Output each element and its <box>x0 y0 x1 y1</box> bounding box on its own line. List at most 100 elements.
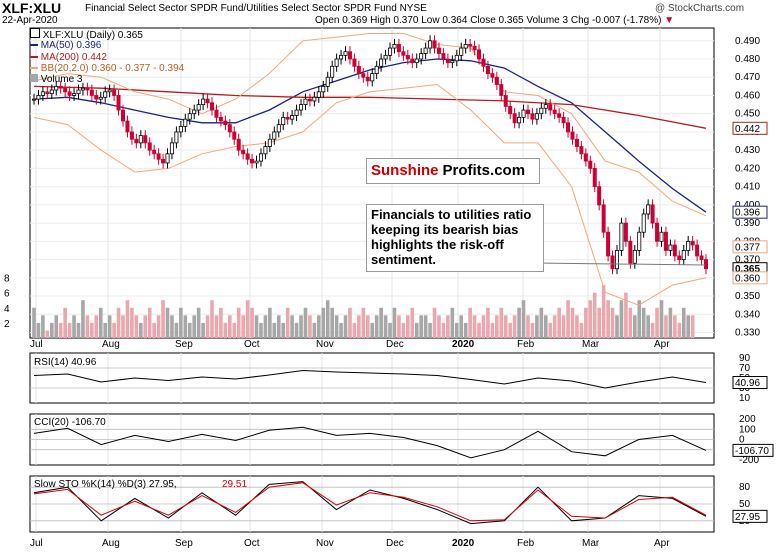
candle-body <box>241 149 246 155</box>
candle-body <box>294 109 299 116</box>
volume-bar <box>281 322 286 338</box>
stoch-line-k <box>33 481 707 525</box>
volume-bar <box>597 307 601 338</box>
volume-y-tick: 2 <box>4 319 10 330</box>
candle-body <box>321 85 326 93</box>
candle-body <box>98 96 103 100</box>
volume-label: Volume <box>526 15 560 26</box>
volume-bar <box>410 307 415 338</box>
x-tick-label: Feb <box>517 339 535 350</box>
volume-bar <box>477 322 481 338</box>
cci-title: CCI(20) -106.70 <box>34 417 106 428</box>
volume-bar <box>681 307 686 338</box>
volume-bar <box>503 315 508 338</box>
candle-body <box>588 160 593 169</box>
volume-bar <box>259 322 263 338</box>
candle-body <box>459 47 464 56</box>
price-y-tick: 0.330 <box>735 328 760 339</box>
volume-bar <box>454 322 459 338</box>
volume-bar <box>348 307 352 338</box>
candle-body <box>650 204 655 224</box>
cci-value-box <box>732 443 774 457</box>
candle-body <box>245 153 250 160</box>
stoch-d-label: 29.51 <box>222 479 247 490</box>
candle-body <box>103 91 108 98</box>
price-y-tick: 0.480 <box>735 54 760 65</box>
price-value-label: 0.365 <box>735 264 760 275</box>
volume-bar <box>535 315 539 338</box>
stoch-line-d <box>33 482 707 522</box>
volume-bar <box>490 322 495 338</box>
volume-bar <box>361 307 366 338</box>
candle-body <box>63 87 68 93</box>
volume-bar <box>205 315 210 338</box>
volume-bar <box>570 307 575 338</box>
volume-bar <box>116 307 121 338</box>
chart-description: Financial Select Sector SPDR Fund/Utilit… <box>85 3 427 14</box>
volume-bar <box>530 322 535 338</box>
candle-body <box>410 58 415 64</box>
chart-date: 22-Apr-2020 <box>2 15 58 26</box>
volume-bar <box>325 300 330 338</box>
candle-body <box>165 153 170 164</box>
volume-bar <box>250 307 254 338</box>
candle-body <box>503 95 508 107</box>
high-label: High <box>370 15 391 26</box>
legend-ma50: MA(50) 0.396 <box>30 40 101 51</box>
volume-bar <box>147 307 152 338</box>
volume-bar <box>517 307 521 338</box>
volume-bar <box>130 307 134 338</box>
volume-value: 3 <box>562 15 569 26</box>
volume-y-tick: 8 <box>4 274 10 285</box>
x-tick-label: Aug <box>102 339 120 350</box>
volume-bar <box>579 322 584 338</box>
series-bb-lower <box>33 83 707 306</box>
candle-body <box>312 96 317 102</box>
price-y-tick: 0.400 <box>735 200 760 211</box>
volume-bar <box>45 330 50 338</box>
volume-bar <box>232 322 237 338</box>
volume-bar <box>450 307 455 338</box>
candle-body <box>205 98 210 104</box>
volume-bar <box>365 315 370 338</box>
volume-bar <box>276 315 281 338</box>
legend-ma200-swatch <box>30 56 38 59</box>
volume-bar <box>632 315 637 338</box>
candle-body <box>468 44 473 47</box>
x-tick-label: Dec <box>386 339 404 350</box>
candle-body <box>610 255 615 270</box>
volume-bar <box>508 322 512 338</box>
legend-ma200-label: MA(200) 0.442 <box>40 52 107 63</box>
x-tick-label: 2020 <box>452 339 475 350</box>
volume-bar <box>170 315 174 338</box>
candle-body <box>356 65 361 74</box>
volume-bar <box>343 315 348 338</box>
legend-ma50-swatch <box>30 44 38 47</box>
candle-body <box>143 135 148 144</box>
volume-bar <box>165 307 170 338</box>
volume-bar <box>152 322 156 338</box>
candle-body <box>539 107 544 115</box>
candle-body <box>276 124 281 133</box>
candle-body <box>352 58 357 67</box>
candle-body <box>592 168 597 188</box>
candle-body <box>628 240 633 264</box>
volume-bar <box>352 322 357 338</box>
volume-bar <box>379 307 383 338</box>
candle-body <box>218 116 223 122</box>
volume-bar <box>419 315 423 338</box>
candle-body <box>58 85 63 89</box>
rsi-y-tick: 10 <box>739 393 751 404</box>
legend-volume-swatch <box>30 74 38 82</box>
candle-body <box>619 222 624 251</box>
chart-symbol: XLF:XLU <box>2 0 62 16</box>
price-y-tick: 0.340 <box>735 309 760 320</box>
volume-bar <box>388 322 392 338</box>
candle-body <box>45 91 50 95</box>
candle-body <box>236 138 241 151</box>
volume-bar <box>690 315 695 338</box>
volume-bar <box>397 315 401 338</box>
candle-body <box>125 120 130 133</box>
volume-bar <box>641 307 646 338</box>
volume-bar <box>268 307 272 338</box>
